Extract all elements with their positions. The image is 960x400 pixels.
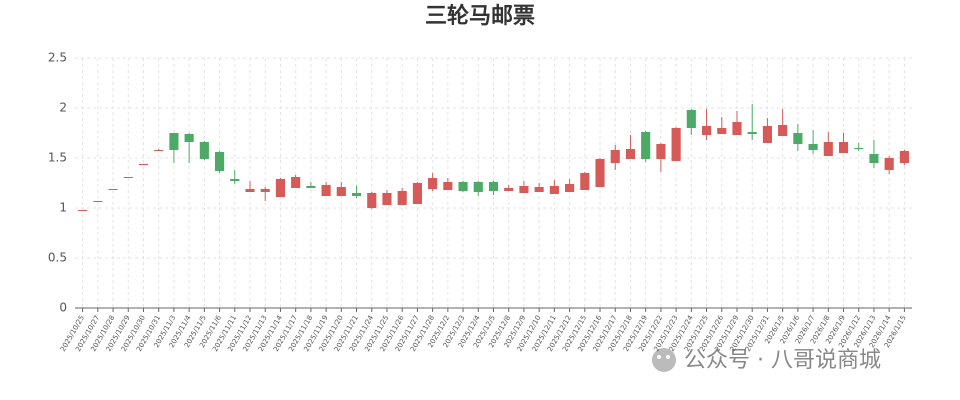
candle-body	[838, 142, 849, 153]
candle-body	[382, 193, 392, 205]
candle-body	[686, 110, 696, 128]
candle-body	[306, 186, 316, 188]
candle-body	[169, 133, 179, 150]
candle-body	[854, 148, 864, 149]
candle-body	[671, 128, 681, 161]
candle-body	[184, 134, 194, 142]
candle-body	[230, 179, 240, 181]
candle-body	[78, 210, 88, 211]
candle-body	[565, 184, 575, 192]
candle-body	[199, 142, 209, 159]
candle-body	[823, 142, 833, 156]
candle-body	[275, 179, 286, 197]
candle-body	[458, 182, 468, 191]
candle-body	[899, 151, 909, 163]
y-tick-label: 0	[59, 301, 67, 315]
candle-body	[869, 154, 879, 163]
watermark: 公众号 · 八哥说商城	[684, 348, 881, 373]
y-tick-label: 1	[59, 201, 67, 215]
candle-body	[351, 193, 362, 196]
y-tick-label: 2	[59, 101, 67, 115]
candle-body	[504, 188, 514, 191]
candle-body	[291, 177, 301, 188]
y-tick-label: 2.5	[48, 51, 67, 65]
candle-body	[778, 125, 788, 136]
chart-title: 三轮马邮票	[425, 3, 535, 29]
candle-body	[428, 178, 438, 189]
candle-body	[93, 201, 103, 202]
candle-body	[367, 193, 377, 208]
candle-body	[580, 173, 590, 190]
candle-body	[488, 182, 499, 191]
candle-body	[154, 150, 164, 151]
candle-body	[397, 191, 407, 205]
candle-body	[260, 189, 270, 192]
candle-body	[656, 144, 666, 159]
candle-body	[215, 152, 225, 171]
candle-body	[808, 144, 818, 150]
candle-body	[595, 159, 605, 187]
y-tick-label: 1.5	[48, 151, 67, 165]
candle-body	[519, 186, 529, 193]
candle-body	[625, 149, 636, 159]
candle-body	[245, 189, 255, 192]
candle-body	[793, 133, 803, 144]
candle-body	[443, 182, 453, 190]
candle-body	[108, 189, 118, 190]
candle-body	[732, 122, 742, 135]
y-tick-label: 0.5	[48, 251, 67, 265]
candle-body	[641, 132, 651, 159]
candle-body	[412, 183, 422, 204]
candle-body	[473, 182, 483, 192]
candle-body	[534, 187, 544, 192]
candle-body	[762, 126, 772, 143]
candle-body	[884, 158, 894, 170]
candle-body	[336, 187, 346, 196]
candle-body	[610, 150, 620, 163]
candle-body	[138, 164, 149, 165]
candle-body	[701, 126, 712, 135]
candle-body	[123, 177, 133, 178]
watermark-icon	[652, 348, 676, 372]
candle-body	[321, 185, 331, 196]
candle-body	[717, 128, 727, 134]
candle-body	[549, 186, 559, 194]
candle-body	[747, 132, 757, 134]
